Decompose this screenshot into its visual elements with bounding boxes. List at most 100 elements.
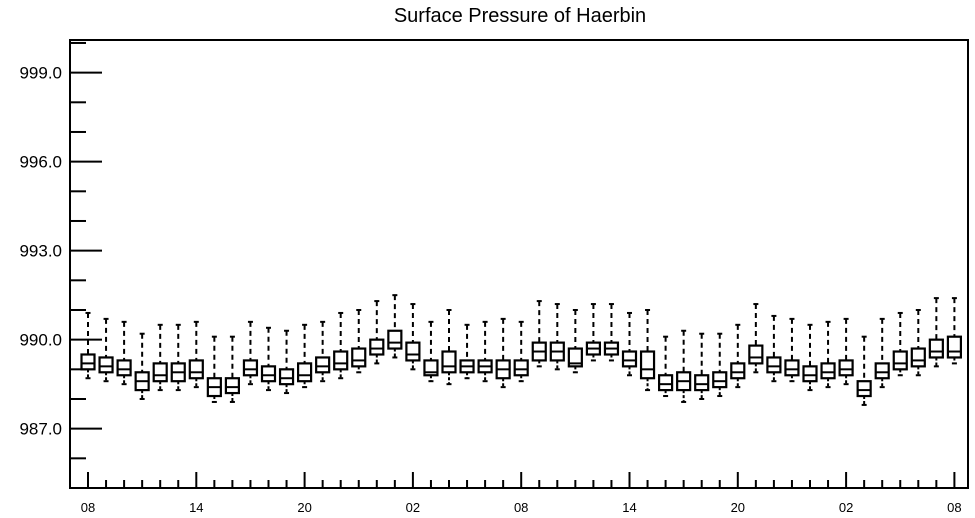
box-item [387, 294, 403, 359]
box-item [80, 311, 96, 380]
x-tick-label: 08 [514, 500, 528, 515]
box-item [297, 323, 313, 389]
box-item [152, 323, 168, 392]
box-item [423, 320, 439, 383]
box-item [657, 335, 674, 398]
box-iqr [351, 347, 367, 368]
box-item [188, 320, 204, 389]
box-iqr [242, 359, 259, 377]
box-item [946, 297, 963, 365]
y-tick-label: 987.0 [19, 420, 62, 439]
y-tick-label: 999.0 [19, 64, 62, 83]
box-item [513, 320, 529, 383]
box-item [170, 323, 186, 392]
box-item [369, 300, 385, 365]
box-iqr [98, 356, 114, 374]
box-item [603, 303, 620, 362]
boxes [80, 294, 963, 406]
x-tick-label: 14 [189, 500, 203, 515]
box-item [278, 329, 295, 395]
box-item [98, 317, 114, 383]
box-item [531, 300, 547, 368]
box-iqr [152, 362, 168, 383]
box-item [441, 308, 457, 386]
box-iqr [766, 356, 782, 374]
box-iqr [838, 359, 854, 377]
box-item [242, 320, 259, 386]
box-iqr [712, 371, 728, 389]
box-item [784, 317, 800, 383]
box-iqr [874, 362, 890, 380]
box-item [567, 308, 583, 374]
box-iqr [387, 329, 403, 350]
x-tick-label: 14 [622, 500, 636, 515]
box-item [856, 335, 872, 406]
box-item [874, 317, 890, 389]
box-item [730, 323, 746, 389]
y-axis: 987.0 990.0 993.0 996.0 999.0 [19, 41, 102, 489]
box-iqr [369, 338, 385, 356]
box-iqr [260, 365, 277, 383]
box-iqr [802, 365, 818, 383]
box-item [351, 308, 367, 374]
box-item [748, 303, 764, 374]
box-iqr [657, 374, 674, 392]
box-item [892, 311, 908, 377]
box-item [712, 332, 728, 398]
box-iqr [928, 338, 944, 359]
box-iqr [730, 362, 746, 380]
box-item [766, 314, 782, 383]
x-tick-label: 20 [731, 500, 745, 515]
box-iqr [639, 350, 656, 380]
box-iqr [946, 335, 963, 359]
box-item [459, 323, 475, 380]
x-axis: 08 14 20 02 08 14 20 02 08 [81, 472, 962, 515]
box-iqr [784, 359, 800, 377]
x-tick-label: 02 [839, 500, 853, 515]
box-item [621, 311, 638, 377]
box-item [802, 323, 818, 392]
box-iqr [188, 359, 204, 380]
box-iqr [621, 350, 638, 368]
box-item [333, 311, 349, 380]
box-item [477, 320, 493, 383]
box-item [838, 317, 854, 386]
box-item [116, 320, 132, 386]
box-iqr [748, 344, 764, 365]
box-item [260, 326, 277, 392]
box-item [405, 303, 421, 371]
box-iqr [333, 350, 349, 371]
box-iqr [694, 374, 710, 392]
box-item [820, 320, 836, 389]
plot-frame [69, 39, 969, 489]
y-tick-label: 993.0 [19, 242, 62, 261]
box-item [910, 308, 926, 377]
box-item [134, 332, 150, 400]
box-iqr [278, 368, 295, 386]
box-item [639, 308, 656, 392]
box-iqr [441, 350, 457, 374]
box-iqr [405, 341, 421, 362]
box-iqr [80, 353, 96, 371]
box-iqr [297, 362, 313, 383]
box-item [585, 303, 602, 362]
box-item [694, 332, 710, 400]
box-item [495, 317, 511, 389]
box-item [206, 335, 222, 403]
box-iqr [856, 380, 872, 398]
box-iqr [224, 377, 240, 395]
box-iqr [892, 350, 908, 371]
box-iqr [513, 359, 529, 377]
box-iqr [567, 347, 583, 368]
x-tick-label: 08 [947, 500, 961, 515]
y-tick-label: 996.0 [19, 153, 62, 172]
box-item [928, 297, 944, 368]
box-iqr [116, 359, 132, 377]
box-iqr [315, 356, 331, 374]
box-item [224, 335, 240, 403]
x-tick-label: 08 [81, 500, 95, 515]
chart-title: Surface Pressure of Haerbin [394, 5, 646, 27]
box-item [549, 303, 565, 371]
